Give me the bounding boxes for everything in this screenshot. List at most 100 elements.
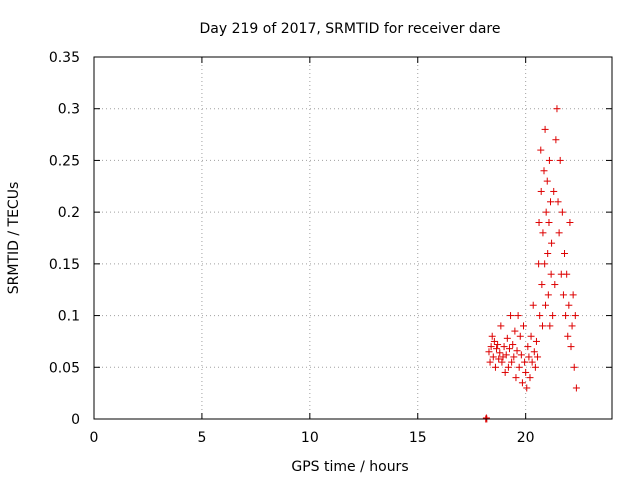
x-tick-label: 5 [197,430,206,446]
data-point [497,322,505,330]
data-point [485,348,493,356]
data-point [549,312,557,320]
data-point [514,312,522,320]
data-point [569,291,577,299]
data-point [501,368,509,376]
data-point [571,312,579,320]
x-tick-label: 0 [90,430,99,446]
data-point [570,363,578,371]
data-point [487,343,495,351]
data-point [556,156,564,164]
data-point [513,347,521,355]
data-point [540,167,548,175]
data-point [486,358,494,366]
data-point [545,218,553,226]
y-tick-label: 0.2 [58,205,80,221]
data-point [537,146,545,154]
data-point [528,358,536,366]
x-tick-label: 10 [301,430,319,446]
data-point [488,332,496,340]
data-point [544,291,552,299]
data-point [552,136,560,144]
data-point [565,301,573,309]
data-point [489,353,497,361]
data-point [498,358,506,366]
data-point [537,187,545,195]
data-point [555,229,563,237]
data-point [568,322,576,330]
data-point [566,218,574,226]
data-point [542,208,550,216]
data-point [539,229,547,237]
x-tick-label: 20 [517,430,535,446]
y-tick-label: 0.35 [49,50,80,66]
data-point [551,281,559,289]
data-point [508,358,516,366]
data-point [510,353,518,361]
data-point [494,341,502,349]
data-point [546,322,554,330]
y-tick-label: 0.05 [49,360,80,376]
data-point [534,353,542,361]
data-point [539,322,547,330]
data-point [530,348,538,356]
data-point [518,379,526,387]
x-tick-label: 15 [409,430,427,446]
y-tick-label: 0 [71,412,80,428]
data-point [541,260,549,268]
data-point [548,239,556,247]
data-point [550,187,558,195]
data-point [495,355,503,363]
data-point [507,312,515,320]
y-tick-label: 0.15 [49,257,80,273]
data-point [517,351,525,359]
data-point [536,312,544,320]
data-point [561,250,569,258]
data-point [559,291,567,299]
data-point [490,337,498,345]
data-point [503,334,511,342]
data-point [524,343,532,351]
data-point [542,301,550,309]
data-point [564,332,572,340]
data-point [546,198,554,206]
data-point [525,353,533,361]
data-point [532,337,540,345]
y-tick-label: 0.25 [49,153,80,169]
data-point [535,260,543,268]
data-point [538,281,546,289]
y-tick-label: 0.3 [58,102,80,118]
data-point [531,363,539,371]
data-point [512,374,520,382]
grid-lines [94,57,612,419]
tick-labels: 0 5 10 15 20 0 0.05 0.1 0.15 0.2 0.25 0.3 0.35 [49,50,535,446]
data-point [547,270,555,278]
data-point [529,301,537,309]
data-point [504,363,512,371]
y-axis-label: SRMTID / TECUs [6,182,22,295]
data-point [509,341,517,349]
y-tick-label: 0.1 [58,309,80,325]
data-point [567,343,575,351]
x-axis-label: GPS time / hours [291,459,408,475]
data-point [521,358,529,366]
data-point [572,384,580,392]
data-point [535,218,543,226]
plot-frame [93,56,613,420]
data-point [544,250,552,258]
data-point [553,105,561,113]
data-point [543,177,551,185]
chart-title: Day 219 of 2017, SRMTID for receiver dar… [200,21,501,37]
data-points [482,105,580,423]
data-point [491,363,499,371]
data-point [526,374,534,382]
data-point [496,349,504,357]
data-point [563,270,571,278]
data-point [515,363,523,371]
data-point [505,345,513,353]
data-point [545,156,553,164]
data-point [541,125,549,133]
data-point [520,322,528,330]
